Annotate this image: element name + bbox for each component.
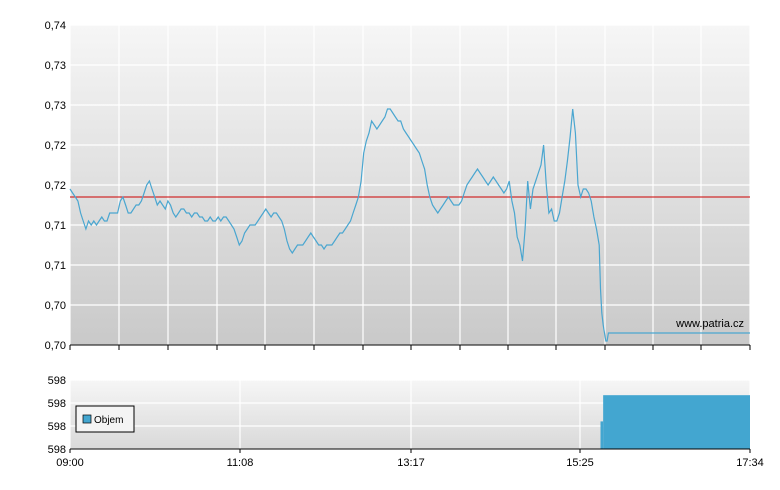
- price-y-tick-label: 0,71: [45, 220, 66, 232]
- volume-x-axis: 09:00 11:08 13:17 15:25 17:34: [56, 449, 764, 469]
- price-series-line: [69, 108, 750, 342]
- price-y-tick-label: 0,71: [45, 260, 66, 272]
- price-y-tick-label: 0,72: [45, 180, 66, 192]
- volume-bars: [600, 395, 750, 449]
- volume-y-axis: 598 598 598 598: [48, 375, 66, 456]
- price-y-tick-label: 0,70: [45, 300, 66, 312]
- volume-bar: [600, 421, 604, 449]
- watermark: www.patria.cz: [675, 318, 744, 330]
- legend-label: Objem: [94, 415, 123, 426]
- x-tick-label: 15:25: [566, 457, 594, 469]
- price-y-axis: 0,70 0,70 0,71 0,71 0,72 0,72 0,73 0,73 0,74: [45, 20, 66, 352]
- volume-panel: 598 598 598 598 09:00 11:08 13:17 15:25 17:34 O…: [48, 375, 764, 469]
- volume-y-tick-label: 598: [48, 375, 66, 387]
- volume-y-tick-label: 598: [48, 444, 66, 456]
- price-y-tick-label: 0,73: [45, 60, 66, 72]
- volume-y-tick-label: 598: [48, 398, 66, 410]
- x-tick-label: 11:08: [227, 457, 254, 469]
- x-tick-label: 17:34: [736, 457, 764, 469]
- x-tick-label: 13:17: [397, 457, 425, 469]
- price-y-tick-label: 0,72: [45, 140, 66, 152]
- price-panel: 0,70 0,70 0,71 0,71 0,72 0,72 0,73 0,73 0,74 www…: [45, 20, 751, 352]
- price-y-tick-label: 0,74: [45, 20, 66, 32]
- volume-bar: [603, 395, 750, 449]
- legend: Objem: [75, 405, 135, 433]
- price-y-tick-label: 0,70: [45, 340, 66, 352]
- volume-y-tick-label: 598: [48, 421, 66, 433]
- price-y-tick-label: 0,73: [45, 100, 66, 112]
- legend-swatch: [82, 414, 92, 424]
- price-x-tick-marks: [69, 345, 751, 350]
- x-tick-label: 09:00: [56, 457, 84, 469]
